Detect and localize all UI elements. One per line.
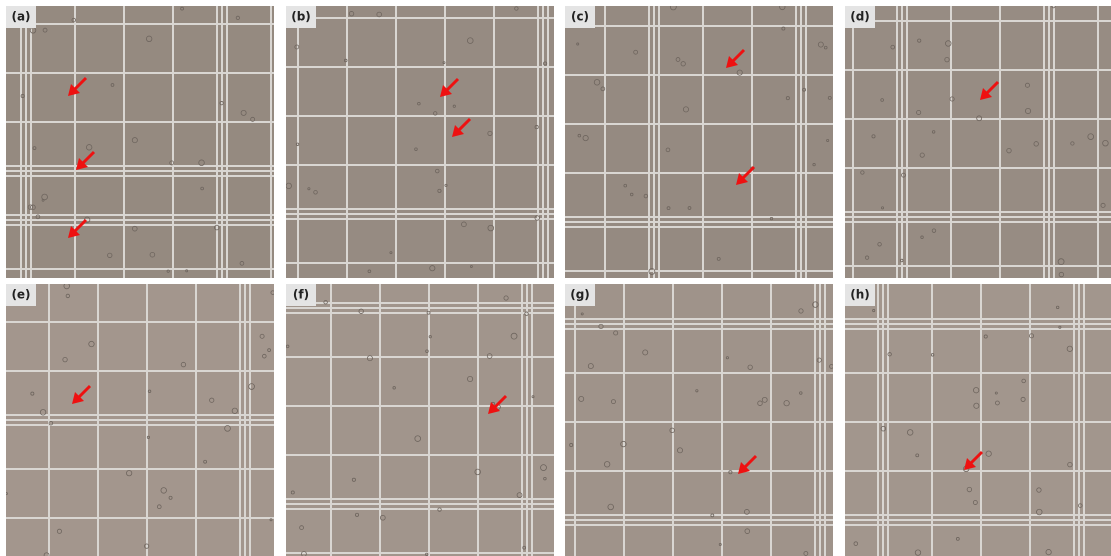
panel-label: (b): [291, 10, 311, 24]
panel: (g): [565, 284, 833, 556]
panel: (h): [845, 284, 1111, 556]
panel-label: (d): [850, 10, 870, 24]
panel-label: (f): [293, 288, 309, 302]
panel-label: (h): [850, 288, 870, 302]
panel: (d): [845, 4, 1111, 278]
panel: (c): [565, 4, 833, 278]
panel-image: [286, 6, 554, 278]
panel-label: (g): [570, 288, 590, 302]
figure: (a) (b) (c) (d) (e) (f) (g) (h): [0, 0, 1111, 556]
panel-image: [6, 6, 274, 278]
panel-label: (e): [11, 288, 30, 302]
panel: (e): [5, 283, 274, 556]
page: {"panels": [{"label": "(a)"}, {"label": …: [0, 0, 1111, 556]
panel-label: (a): [11, 10, 30, 24]
panel-image: [286, 284, 554, 556]
panel: (f): [286, 284, 554, 556]
panel: (b): [286, 6, 554, 278]
panel-label: (c): [571, 10, 589, 24]
panel: (a): [6, 6, 274, 278]
